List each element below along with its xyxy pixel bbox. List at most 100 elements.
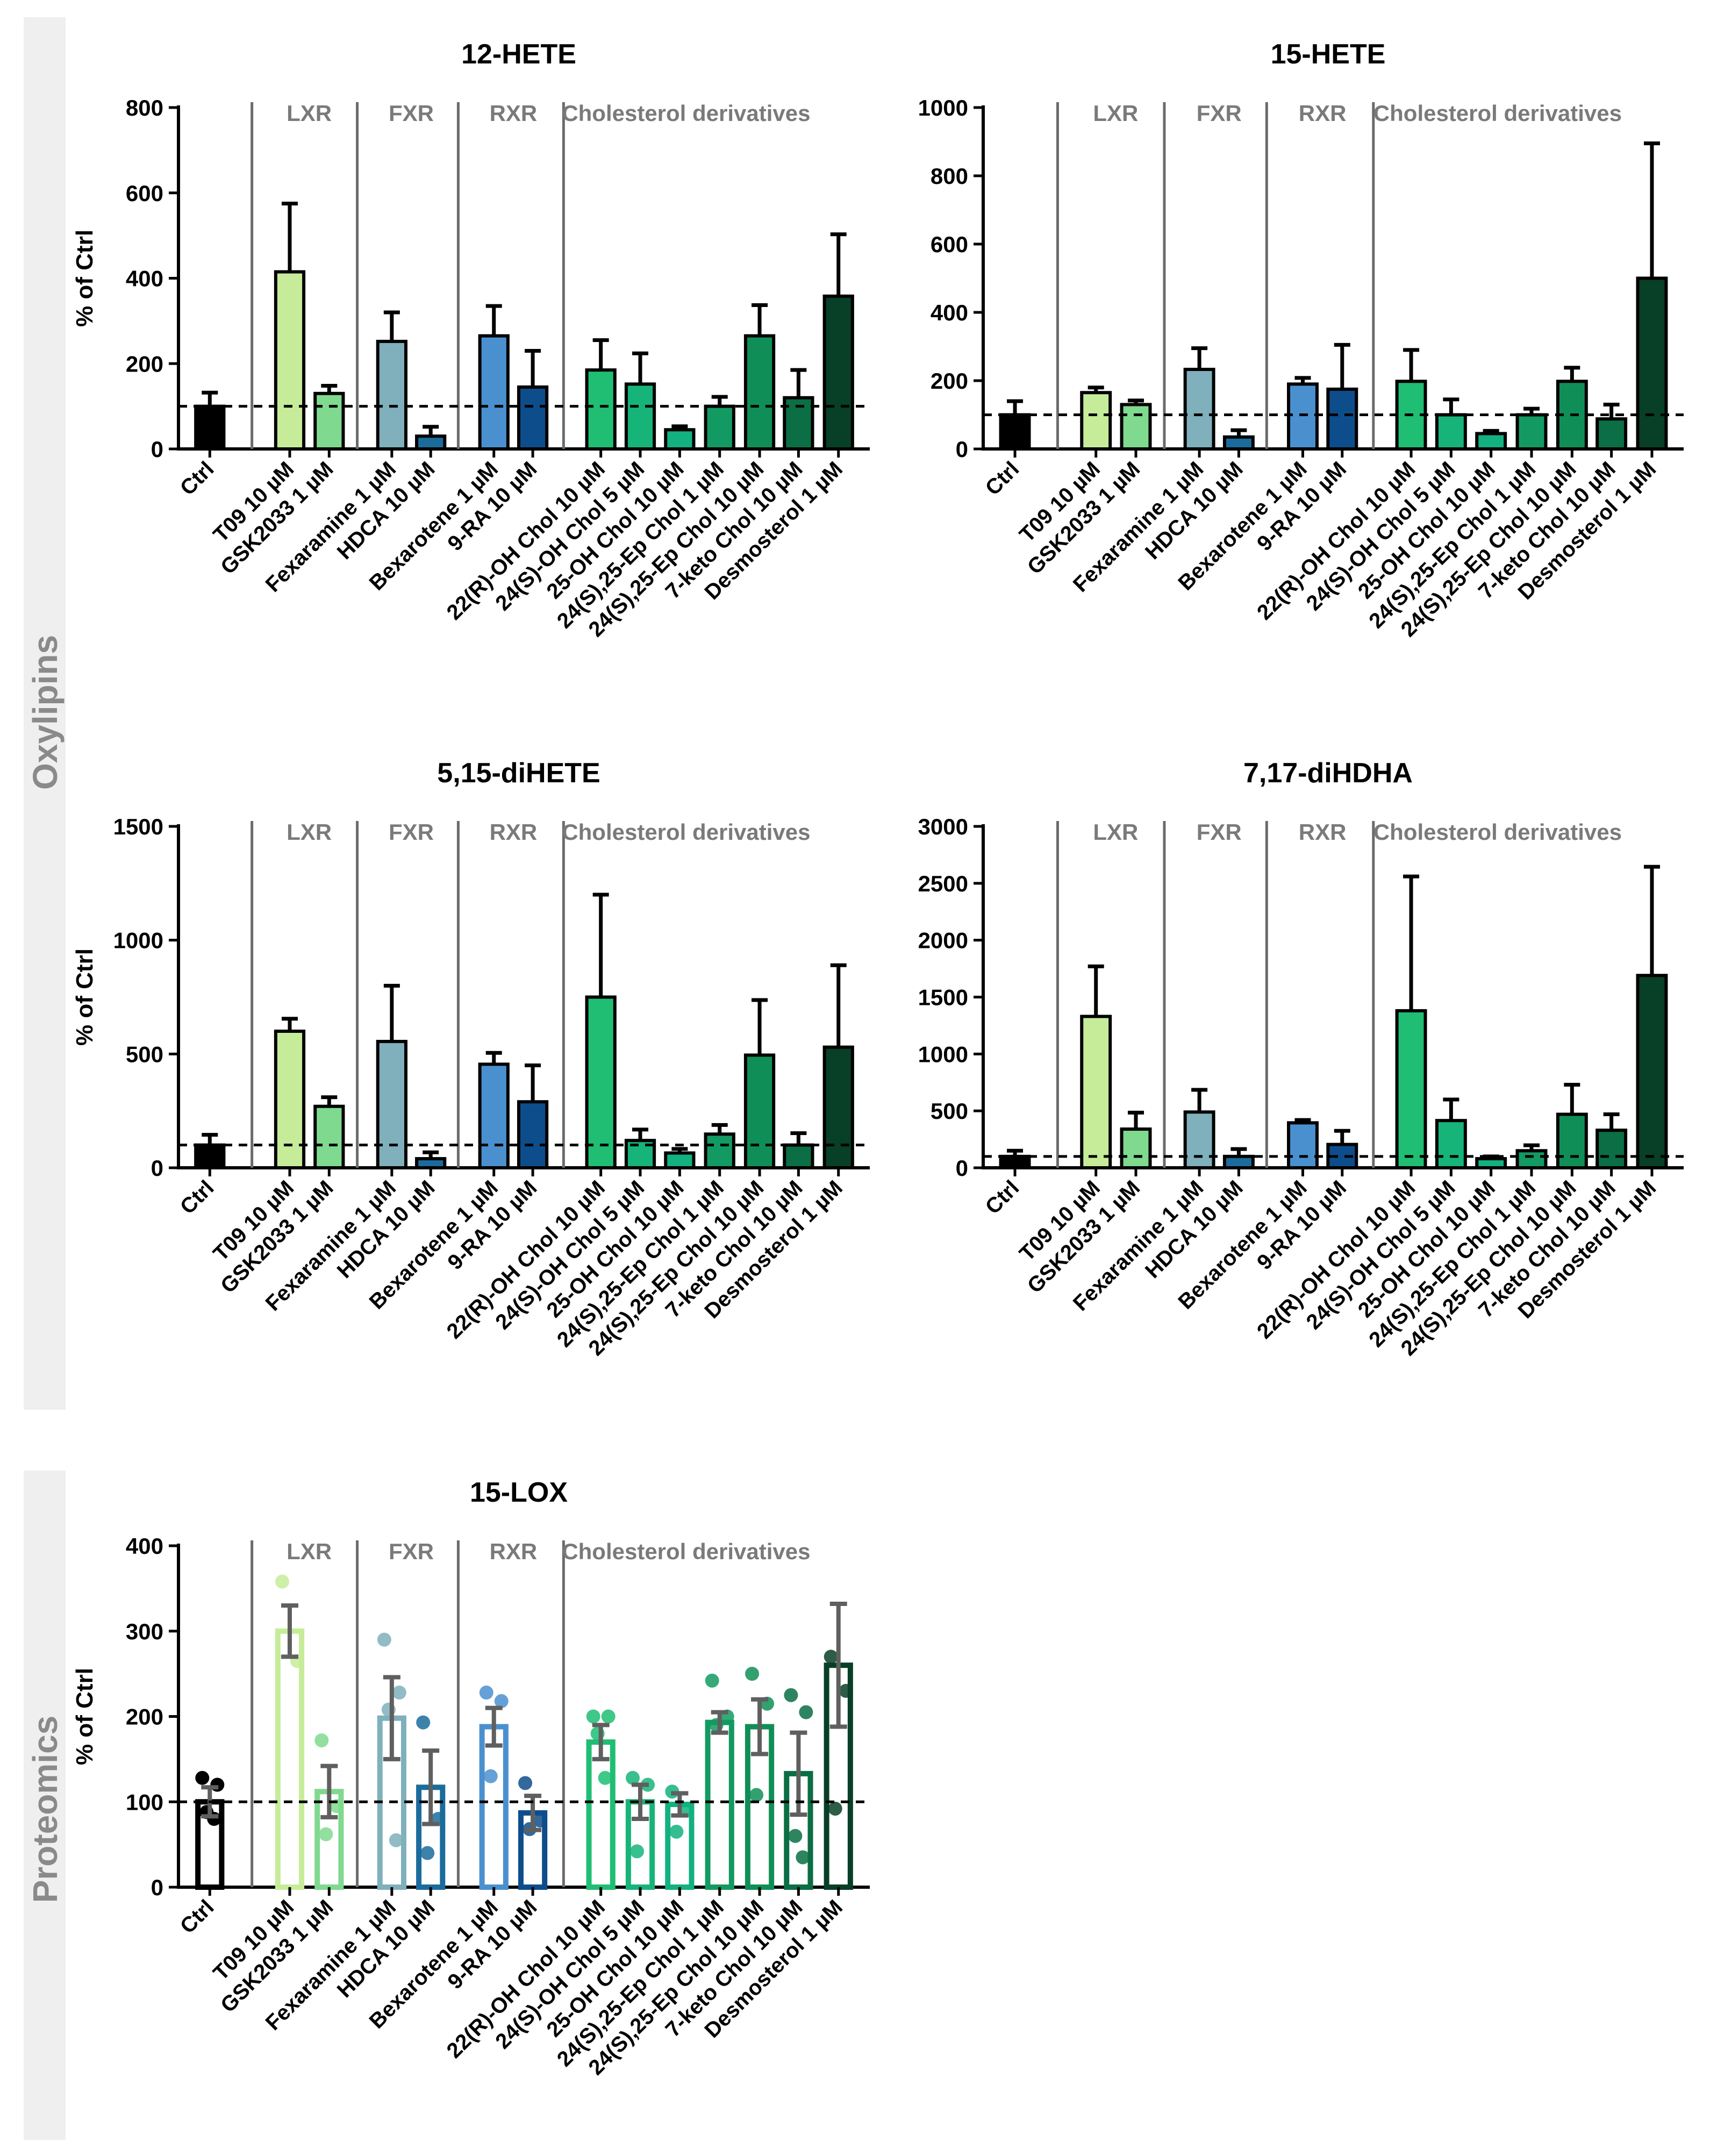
bar — [822, 1045, 854, 1169]
bar — [415, 434, 447, 451]
group-label: FXR — [1197, 819, 1242, 845]
data-point — [745, 1667, 760, 1681]
bar — [1080, 1015, 1112, 1169]
bar — [194, 1143, 226, 1170]
group-label: Cholesterol derivatives — [562, 819, 810, 845]
y-tick-label: 1500 — [113, 814, 163, 839]
data-point — [705, 1673, 719, 1688]
bar — [376, 1040, 407, 1170]
group-label: Cholesterol derivatives — [1373, 101, 1622, 126]
data-point — [749, 1788, 764, 1802]
group-label: Cholesterol derivatives — [562, 101, 810, 126]
bar — [1395, 1009, 1427, 1170]
chart-hete15: 15-HETE 0 200 400 600 800 1000 LXR FXR RXR Cholest… — [918, 39, 1684, 641]
bar — [1080, 391, 1112, 451]
data-point — [518, 1776, 533, 1790]
y-tick-label: 3000 — [918, 814, 968, 839]
data-point — [416, 1715, 431, 1730]
y-tick-label: 1000 — [918, 95, 968, 120]
bar — [1183, 1110, 1215, 1170]
x-tick-label: Ctrl — [176, 1895, 219, 1938]
bar — [664, 428, 696, 451]
chart-dihdha717: 7,17-diHDHA 0 500 1000 1500 2000 2500 3000 LXR FX… — [918, 758, 1684, 1360]
bar — [1556, 1112, 1588, 1169]
group-label: RXR — [1299, 101, 1347, 126]
y-tick-label: 200 — [126, 351, 163, 376]
bar — [1120, 403, 1152, 451]
y-axis-label: % of Ctrl — [71, 1668, 98, 1765]
group-label: LXR — [287, 1539, 332, 1564]
y-tick-label: 0 — [151, 1155, 163, 1181]
y-tick-label: 200 — [126, 1704, 163, 1730]
bar — [1595, 1129, 1628, 1169]
y-axis-label: % of Ctrl — [71, 230, 98, 327]
bar — [478, 1062, 510, 1169]
x-tick-label: Ctrl — [176, 457, 219, 500]
bar — [1636, 974, 1668, 1169]
bar — [274, 1030, 306, 1169]
bar — [1435, 413, 1467, 451]
y-tick-label: 0 — [956, 1155, 968, 1181]
bar — [376, 339, 407, 451]
chart-lox15: 15-LOX % of Ctrl 0 100 200 300 400 LXR FXR RXR Cho… — [71, 1477, 870, 2080]
group-label: Cholesterol derivatives — [562, 1539, 810, 1564]
bar — [517, 1100, 549, 1170]
y-tick-label: 500 — [931, 1098, 968, 1124]
data-point — [828, 1801, 842, 1816]
bar — [1515, 1149, 1548, 1169]
data-point — [275, 1574, 289, 1589]
data-point — [626, 1771, 640, 1785]
y-axis-label: % of Ctrl — [71, 948, 98, 1046]
group-label: RXR — [1299, 819, 1347, 845]
group-label: RXR — [490, 819, 538, 845]
bar — [586, 1739, 616, 1890]
bar — [1222, 1154, 1255, 1169]
bar — [705, 1719, 734, 1890]
bar — [624, 382, 656, 451]
chart-title: 7,17-diHDHA — [1243, 758, 1413, 789]
y-tick-label: 800 — [931, 163, 968, 189]
y-tick-label: 200 — [931, 368, 968, 394]
y-tick-label: 300 — [126, 1619, 163, 1644]
bar — [822, 294, 854, 451]
bar — [1326, 387, 1358, 451]
bar — [743, 334, 776, 451]
y-tick-label: 2500 — [918, 871, 968, 896]
bar — [999, 413, 1031, 451]
x-tick-label: Ctrl — [981, 457, 1024, 500]
y-tick-label: 400 — [126, 1533, 163, 1559]
group-label: LXR — [287, 101, 332, 126]
y-tick-label: 2000 — [918, 928, 968, 953]
chart-title: 12-HETE — [461, 39, 576, 70]
group-label: FXR — [389, 101, 434, 126]
bar — [664, 1151, 696, 1170]
data-point — [824, 1650, 838, 1664]
data-point — [494, 1694, 509, 1708]
bar — [743, 1053, 776, 1169]
data-point — [784, 1688, 798, 1702]
data-point — [479, 1686, 493, 1700]
y-tick-label: 400 — [126, 266, 163, 291]
y-tick-label: 1500 — [918, 985, 968, 1010]
proteomics-band — [24, 1470, 66, 2140]
bar — [1287, 382, 1319, 451]
data-point — [210, 1777, 225, 1792]
y-tick-label: 1000 — [918, 1041, 968, 1067]
data-point — [319, 1827, 333, 1841]
bar — [415, 1157, 447, 1169]
bar — [194, 404, 226, 451]
bar — [1515, 413, 1548, 451]
data-point — [389, 1833, 403, 1847]
bar — [585, 368, 617, 451]
chart-hete12: 12-HETE % of Ctrl 0 200 400 600 800 LXR FXR RXR Ch… — [71, 39, 870, 641]
data-point — [392, 1686, 406, 1700]
group-label: RXR — [490, 101, 538, 126]
data-point — [586, 1709, 600, 1724]
bar — [783, 1143, 814, 1170]
data-point — [533, 1814, 548, 1828]
y-tick-label: 0 — [956, 437, 968, 462]
oxylipins-band — [24, 17, 66, 1410]
bar — [313, 1104, 345, 1169]
